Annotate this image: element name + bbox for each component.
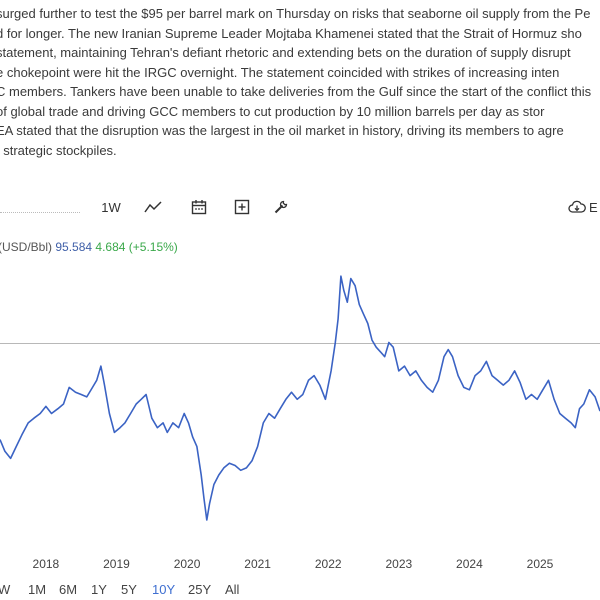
x-tick-label: 2021 (244, 557, 271, 571)
x-tick-label: 2022 (315, 557, 342, 571)
article-line: EA stated that the disruption was the la… (0, 123, 564, 138)
article-line: C members. Tankers have been unable to t… (0, 84, 592, 99)
legend-change: 4.684 (+5.15%) (95, 240, 178, 254)
export-label: E (589, 199, 598, 215)
article-line: e chokepoint were hit the IRGC overnight… (0, 64, 560, 80)
legend-price: 95.584 (55, 240, 93, 254)
export-button[interactable]: E (568, 196, 600, 218)
period-button[interactable]: 1W (101, 199, 121, 215)
range-selector: W 1M 6M 1Y 5Y 10Y 25Y All (0, 580, 600, 600)
range-w[interactable]: W (0, 582, 11, 597)
article-line: d for longer. The new Iranian Supreme Le… (0, 25, 582, 41)
line-chart-icon[interactable] (142, 196, 164, 218)
plus-box-icon[interactable] (231, 196, 253, 218)
cloud-download-icon (568, 200, 586, 213)
wrench-icon[interactable] (270, 196, 292, 218)
range-all[interactable]: All (225, 582, 240, 597)
range-25y[interactable]: 25Y (188, 582, 212, 597)
article-text: surged further to test the $95 per barre… (0, 0, 600, 185)
chart-legend: (USD/Bbl) 95.584 4.684 (+5.15%) (0, 240, 178, 254)
x-tick-label: 2024 (456, 557, 483, 571)
article-line: surged further to test the $95 per barre… (0, 6, 591, 21)
x-tick-label: 2020 (174, 557, 201, 571)
x-tick-label: 2018 (33, 557, 60, 571)
article-line: of global trade and driving GCC members … (0, 103, 545, 119)
toolbar-divider (0, 212, 80, 213)
x-tick-label: 2023 (385, 557, 412, 571)
price-series-line (0, 275, 600, 521)
range-5y[interactable]: 5Y (121, 582, 137, 597)
price-chart[interactable]: 2018 2019 2020 2021 2022 2023 2024 2025 (0, 258, 600, 578)
range-1y[interactable]: 1Y (91, 582, 107, 597)
x-tick-label: 2025 (527, 557, 554, 571)
article-line: f strategic stockpiles. (0, 142, 117, 158)
chart-toolbar: 1W E (0, 190, 600, 226)
range-10y[interactable]: 10Y (152, 582, 176, 597)
legend-unit: (USD/Bbl) (0, 240, 53, 254)
article-line: statement, maintaining Tehran's defiant … (0, 45, 571, 60)
range-6m[interactable]: 6M (59, 582, 78, 597)
x-tick-label: 2019 (103, 557, 130, 571)
calendar-icon[interactable] (188, 196, 210, 218)
range-1m[interactable]: 1M (28, 582, 47, 597)
